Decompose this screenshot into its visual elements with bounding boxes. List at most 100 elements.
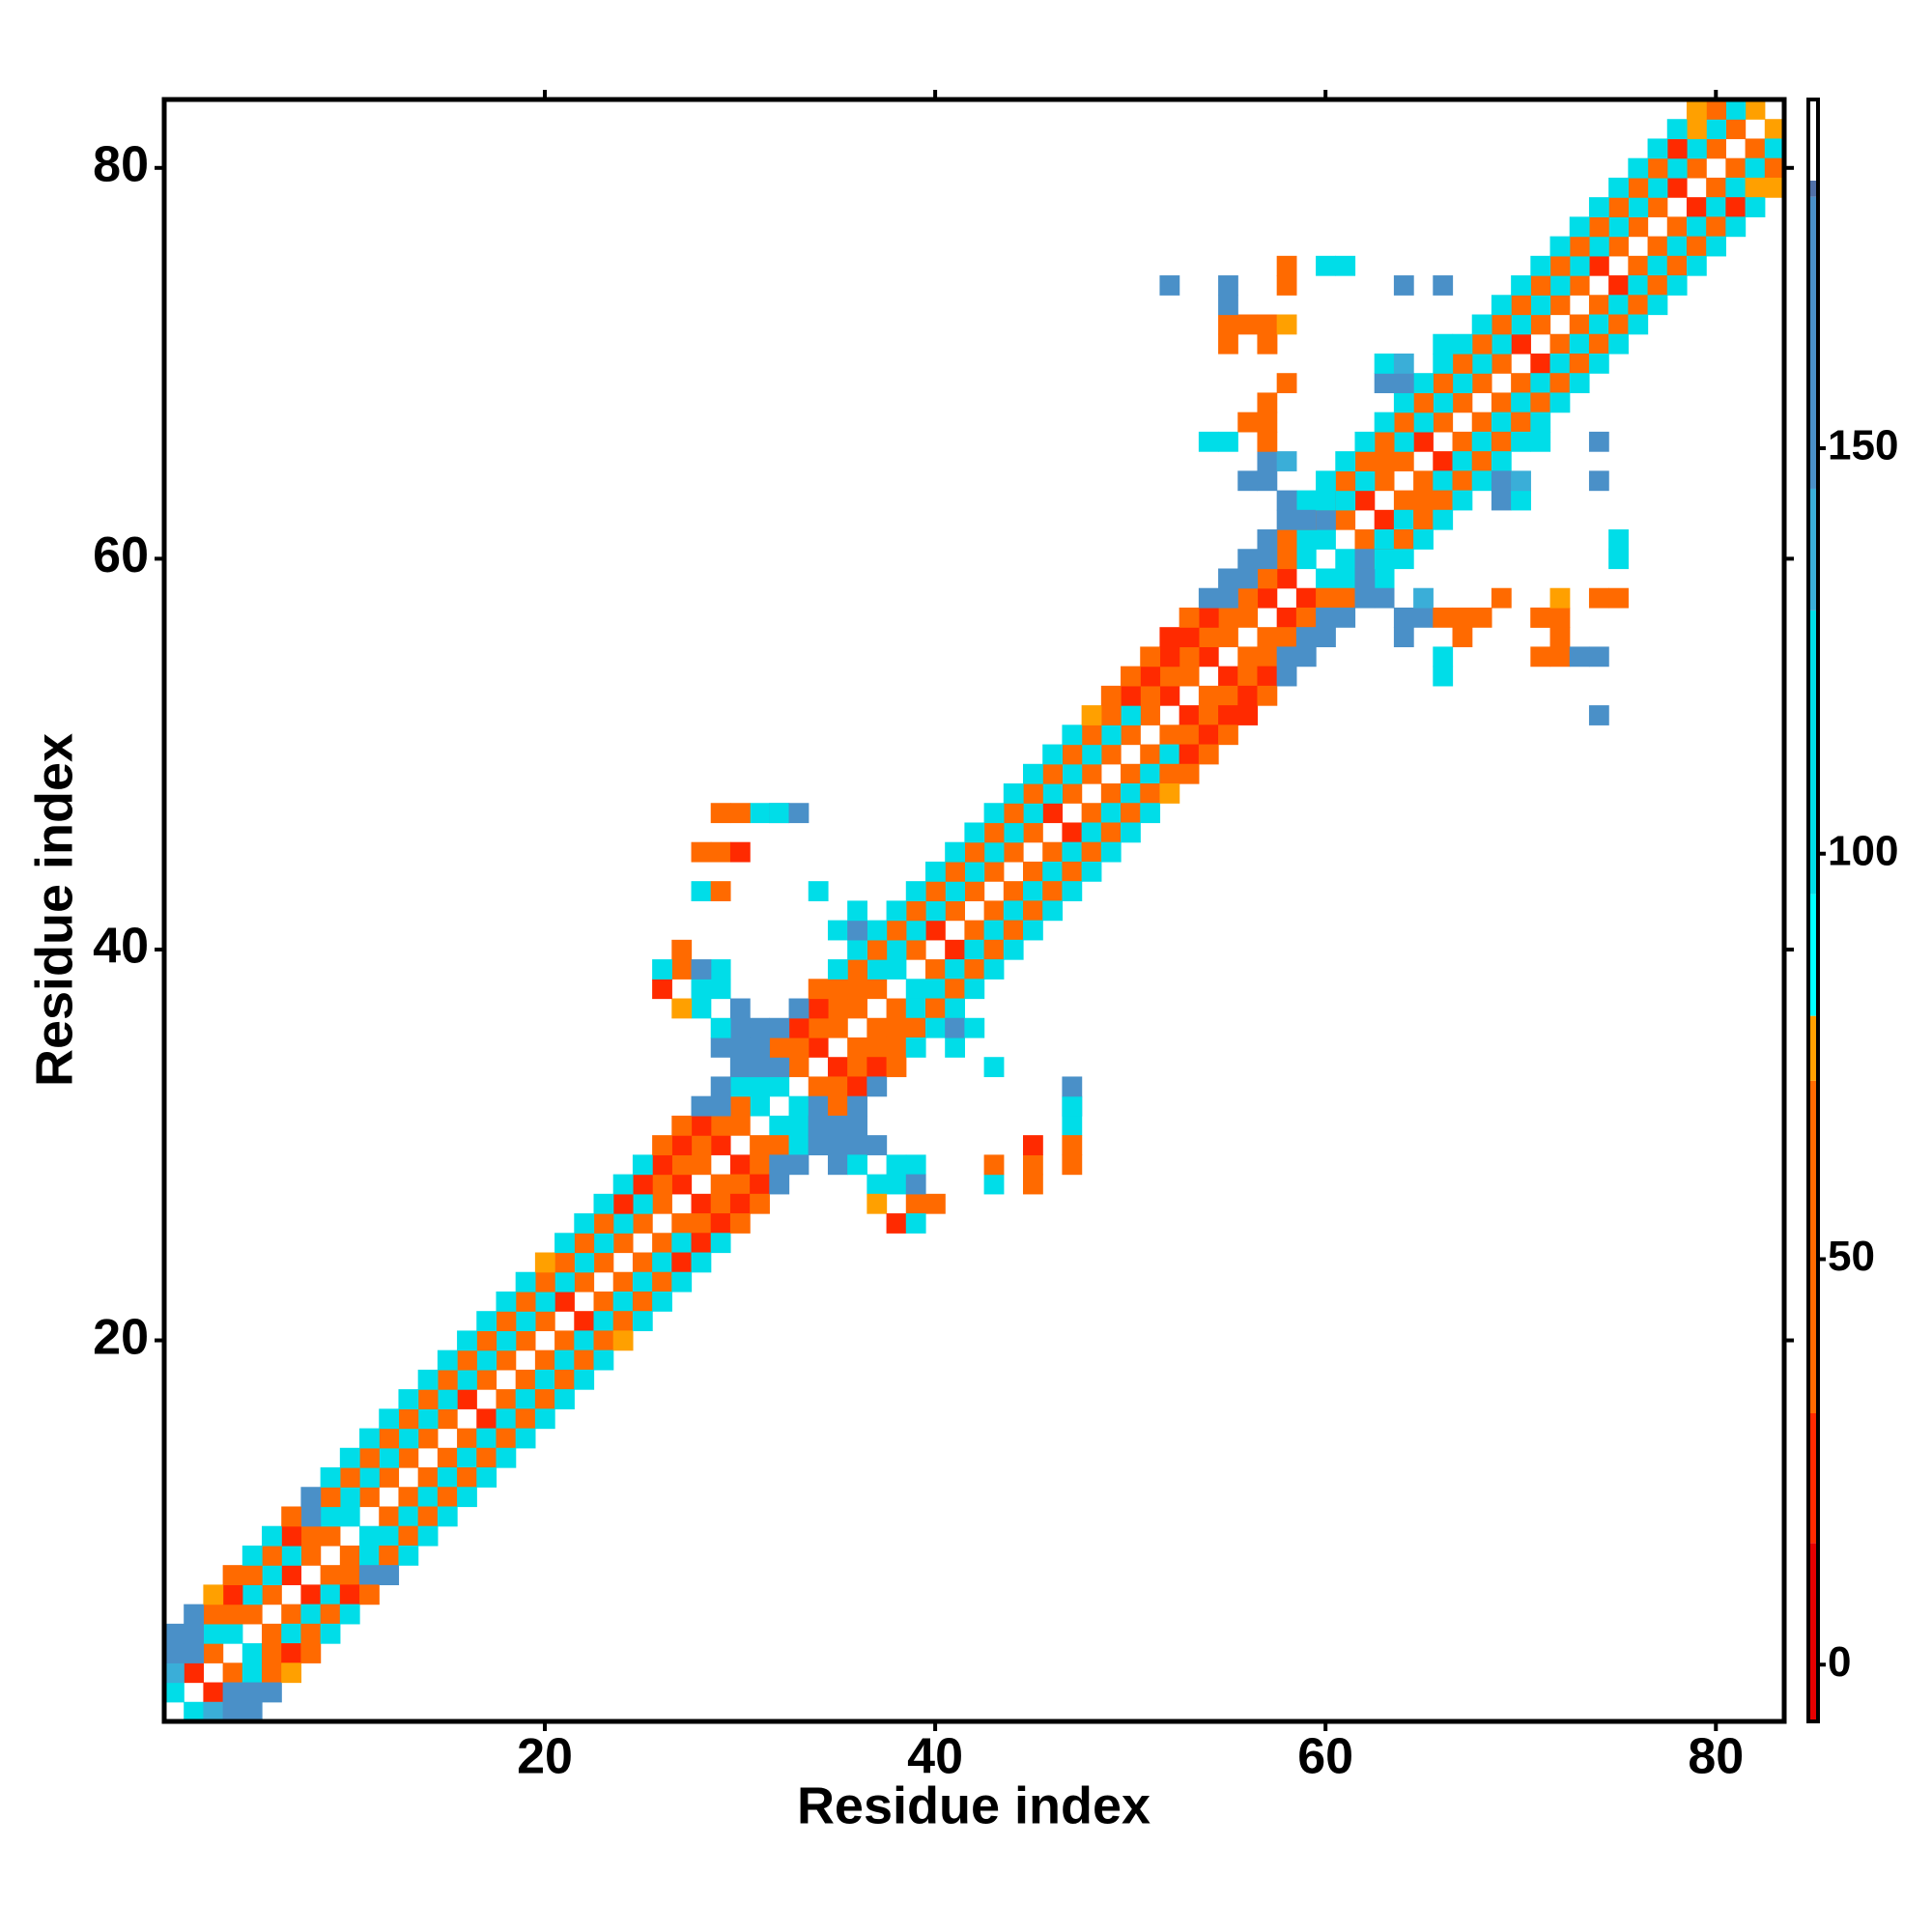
heatmap-cell [1393,275,1414,296]
heatmap-cell [1042,744,1064,765]
heatmap-cell [1003,920,1024,941]
heatmap-cell [1588,333,1609,355]
heatmap-cell [1062,841,1083,863]
x-tick-label: 60 [1297,1729,1353,1785]
heatmap-cell [262,1643,282,1663]
heatmap-cell [379,1428,400,1449]
heatmap-cell [1666,177,1688,198]
heatmap-cell [671,1115,693,1136]
heatmap-cell [1745,197,1766,217]
heatmap-cell [1433,353,1454,374]
heatmap-cell [1530,646,1551,668]
heatmap-cell [1745,157,1766,179]
colorbar-tick-label: 0 [1828,1638,1851,1686]
heatmap-cell [222,1662,243,1684]
heatmap-cell [515,1389,536,1409]
heatmap-cell [1335,607,1356,628]
heatmap-cell [1628,295,1649,316]
heatmap-cell [1569,236,1590,257]
heatmap-cell [1276,255,1297,276]
heatmap-cell [671,959,693,980]
x-tick-label: 20 [517,1729,573,1785]
heatmap-cell [788,1057,810,1078]
heatmap-cell [1100,685,1122,706]
heatmap-cell [1159,783,1180,804]
heatmap-cell [1569,255,1590,276]
heatmap-cell [905,1037,926,1058]
colorbar-segment [1808,488,1818,611]
heatmap-cell [242,1604,263,1625]
heatmap-cell [964,979,985,1000]
heatmap-cell [379,1467,400,1488]
heatmap-cell [691,1095,712,1117]
heatmap-cell [1413,431,1434,452]
heatmap-cell [1023,1174,1043,1195]
heatmap-cell [924,900,946,922]
heatmap-cell [496,1291,517,1312]
heatmap-cell [1647,255,1668,276]
heatmap-cell [1062,1095,1083,1117]
heatmap-cell [729,1193,751,1214]
heatmap-cell [1588,705,1609,725]
heatmap-cell [496,1389,517,1409]
heatmap-cell [750,1017,770,1038]
heatmap-cell [1335,509,1356,530]
heatmap-cell [1666,138,1688,159]
heatmap-cell [1003,841,1024,863]
heatmap-cell [300,1604,322,1625]
heatmap-cell [983,920,1005,941]
heatmap-cell [1374,529,1395,550]
heatmap-cell [1686,255,1707,276]
heatmap-cell [652,1233,672,1254]
heatmap-cell [671,1213,693,1234]
heatmap-cell [769,803,790,824]
heatmap-cell [1316,627,1336,648]
heatmap-cell [300,1525,322,1547]
heatmap-cell [808,1017,829,1038]
heatmap-cell [554,1350,575,1371]
heatmap-cell [1393,353,1414,374]
heatmap-cell [1062,744,1083,765]
heatmap-cell [1374,509,1395,530]
heatmap-cell [612,1233,634,1254]
heatmap-cell [729,998,751,1019]
heatmap-cell [496,1428,517,1449]
heatmap-cell [1433,607,1454,628]
heatmap-cell [164,1643,185,1663]
heatmap-cell [788,998,810,1019]
heatmap-cell [1218,275,1238,296]
heatmap-cell [203,1701,224,1722]
heatmap-cell [1121,685,1141,706]
y-tick-label: 60 [93,527,149,583]
heatmap-cell [515,1408,536,1430]
heatmap-cell [691,959,712,980]
heatmap-cell [729,1076,751,1097]
heatmap-cell [1764,119,1785,140]
heatmap-cell [1159,763,1180,784]
heatmap-cell [769,1154,790,1176]
heatmap-cell [262,1623,282,1644]
heatmap-cell [847,1115,867,1136]
heatmap-cell [1295,529,1317,550]
heatmap-cell [1569,353,1590,374]
heatmap-cell [281,1565,302,1585]
heatmap-cell [1491,470,1512,492]
heatmap-cell [710,1193,731,1214]
heatmap-cell [222,1565,243,1585]
heatmap-cell [262,1662,282,1684]
heatmap-cell [1433,392,1454,413]
heatmap-cell [1588,236,1609,257]
x-axis-label: Residue index [797,1776,1151,1834]
heatmap-cell [1491,353,1512,374]
heatmap-cell [691,1154,712,1176]
heatmap-cell [1335,587,1356,609]
heatmap-cell [1608,197,1629,217]
heatmap-cell [1218,431,1238,452]
heatmap-cell [1100,822,1122,843]
heatmap-cell [1316,509,1336,530]
heatmap-cell [1471,333,1492,355]
heatmap-cell [262,1565,282,1585]
heatmap-cell [1257,568,1278,589]
heatmap-cell [1393,490,1414,511]
heatmap-cell [1628,197,1649,217]
